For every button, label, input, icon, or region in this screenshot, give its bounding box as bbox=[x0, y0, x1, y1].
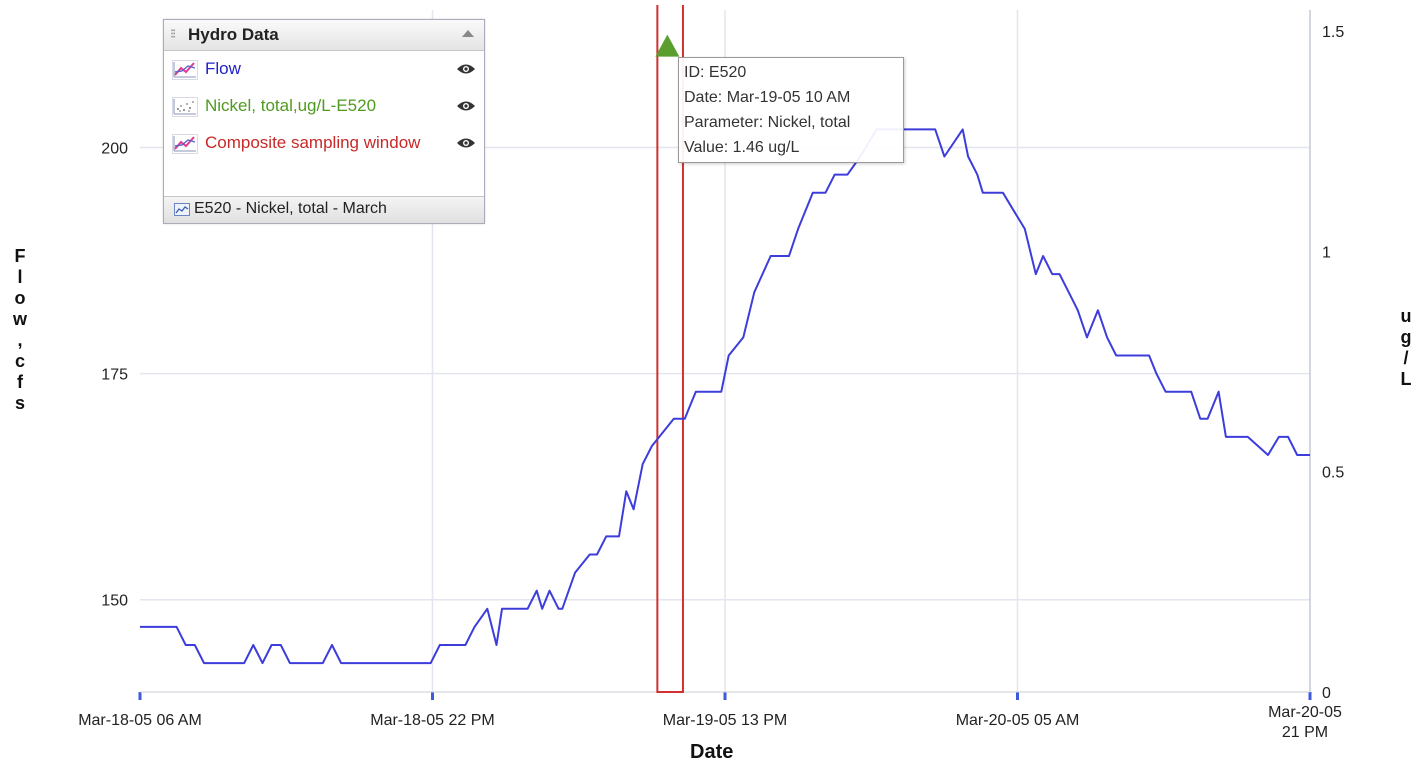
x-tick-label: Mar-19-05 13 PM bbox=[663, 712, 788, 729]
tooltip-line: Date: Mar-19-05 10 AM bbox=[684, 89, 851, 106]
data-point-tooltip: ID: E520 Date: Mar-19-05 10 AM Parameter… bbox=[678, 57, 904, 163]
nickel-data-point bbox=[655, 34, 680, 57]
legend-header[interactable]: ⁝⁝ Hydro Data bbox=[164, 20, 484, 51]
x-tick-label: Mar-18-05 22 PM bbox=[370, 712, 495, 729]
tooltip-line: Parameter: Nickel, total bbox=[684, 114, 851, 131]
y-left-tick-label: 200 bbox=[101, 140, 128, 157]
y-axis-right-label: u g / L bbox=[1400, 306, 1412, 389]
eye-icon[interactable] bbox=[456, 62, 476, 76]
tooltip-line: Value: 1.46 ug/L bbox=[684, 139, 800, 156]
x-tick-label: Mar-20-05 21 PM bbox=[1268, 704, 1342, 741]
series-layer bbox=[140, 34, 1310, 665]
y-right-tick-label: 0.5 bbox=[1322, 465, 1344, 482]
tooltip-line: ID: E520 bbox=[684, 64, 747, 81]
legend-panel[interactable]: ⁝⁝ Hydro Data Flow Nickel, total,ug/L-E5… bbox=[163, 19, 485, 224]
legend-item-nickel[interactable]: Nickel, total,ug/L-E520 bbox=[172, 95, 478, 119]
axes bbox=[138, 10, 1312, 700]
y-axis-left-label: F l o w , c f s bbox=[12, 246, 27, 413]
tick-labels: Mar-18-05 06 AM Mar-18-05 22 PM Mar-19-05 … bbox=[78, 24, 1344, 741]
x-tick-label: Mar-18-05 06 AM bbox=[78, 712, 202, 729]
legend-item-composite-window[interactable]: Composite sampling window bbox=[172, 132, 478, 156]
legend-footer-label: E520 - Nickel, total - March bbox=[194, 200, 387, 217]
flow-series-line bbox=[140, 128, 1310, 665]
eye-icon[interactable] bbox=[456, 99, 476, 113]
collapse-arrow-icon[interactable] bbox=[462, 30, 474, 37]
y-right-tick-label: 0 bbox=[1322, 685, 1331, 702]
composite-sampling-window bbox=[656, 5, 684, 693]
legend-item-label: Flow bbox=[205, 59, 241, 78]
y-right-tick-label: 1.5 bbox=[1322, 24, 1344, 41]
sampling-window-rect bbox=[656, 5, 684, 693]
line-chart-icon bbox=[172, 60, 198, 80]
line-chart-icon bbox=[172, 134, 198, 154]
eye-icon[interactable] bbox=[456, 136, 476, 150]
y-left-tick-label: 175 bbox=[101, 367, 128, 384]
legend-item-label: Composite sampling window bbox=[205, 133, 421, 152]
drag-handle-icon[interactable]: ⁝⁝ bbox=[170, 26, 176, 41]
legend-item-flow[interactable]: Flow bbox=[172, 58, 478, 82]
x-tick-label: Mar-20-05 05 AM bbox=[956, 712, 1080, 729]
scatter-chart-icon bbox=[172, 97, 198, 117]
area-chart-icon bbox=[174, 203, 190, 216]
legend-item-label: Nickel, total,ug/L-E520 bbox=[205, 96, 377, 115]
legend-title: Hydro Data bbox=[188, 25, 279, 44]
x-axis-label: Date bbox=[690, 741, 734, 763]
y-right-tick-label: 1 bbox=[1322, 244, 1331, 261]
legend-footer[interactable]: E520 - Nickel, total - March bbox=[164, 196, 484, 223]
y-left-tick-label: 150 bbox=[101, 593, 128, 610]
